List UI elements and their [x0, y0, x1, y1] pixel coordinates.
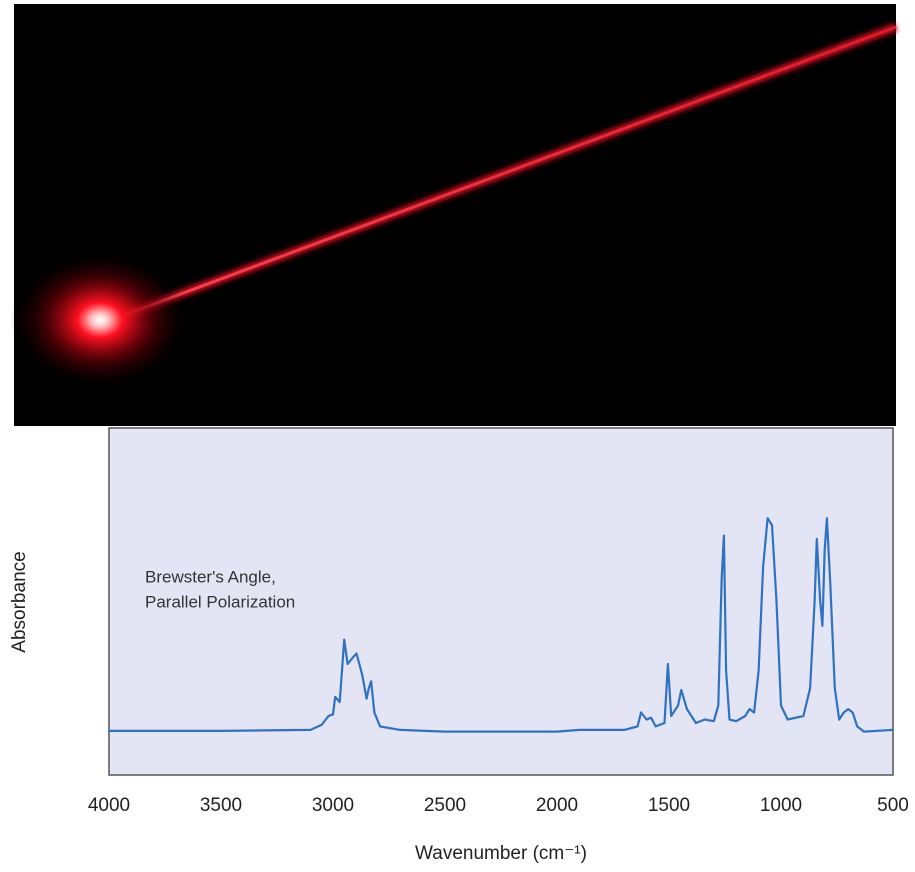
annotation: Brewster's Angle,: [145, 567, 276, 586]
x-tick-label: 2500: [424, 795, 466, 816]
laser-photo: [10, 4, 898, 426]
spectrum-line: [109, 517, 894, 733]
x-tick-label: 3500: [200, 795, 242, 816]
x-tick-label: 2000: [536, 795, 578, 816]
x-tick-label: 1500: [648, 795, 690, 816]
y-axis-label: Absorbance: [9, 551, 30, 652]
annotation: Parallel Polarization: [145, 592, 295, 611]
x-tick-label: 4000: [88, 795, 130, 816]
x-axis-label: Wavenumber (cm⁻¹): [415, 843, 587, 864]
x-tick-label: 500: [877, 795, 909, 816]
x-tick-label: 3000: [312, 795, 354, 816]
x-tick-label: 1000: [760, 795, 802, 816]
